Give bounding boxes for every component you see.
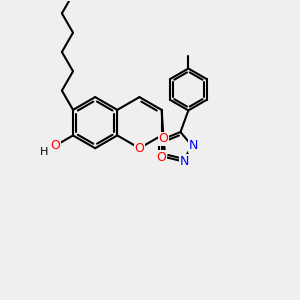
Text: O: O <box>157 151 166 164</box>
Text: N: N <box>189 140 198 152</box>
Text: H: H <box>40 147 48 157</box>
Text: O: O <box>134 142 144 155</box>
Text: O: O <box>159 132 169 145</box>
Text: N: N <box>179 155 189 168</box>
Text: O: O <box>50 139 60 152</box>
